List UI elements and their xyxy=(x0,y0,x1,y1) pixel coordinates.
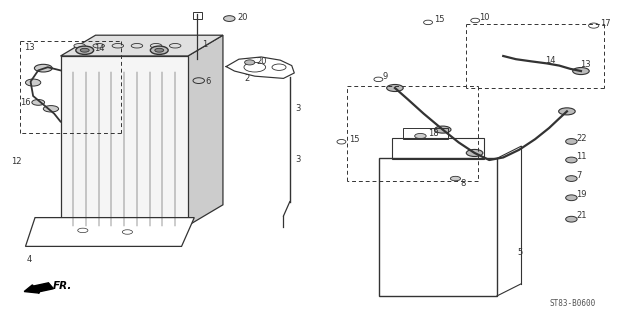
Ellipse shape xyxy=(224,16,235,21)
Text: 14: 14 xyxy=(94,44,104,53)
Ellipse shape xyxy=(245,60,255,65)
Ellipse shape xyxy=(387,84,403,92)
Ellipse shape xyxy=(466,149,483,156)
Text: 10: 10 xyxy=(479,13,489,22)
Bar xyxy=(379,158,497,296)
Text: 2: 2 xyxy=(245,74,250,83)
Ellipse shape xyxy=(76,46,94,54)
Text: 11: 11 xyxy=(576,152,587,161)
Text: 5: 5 xyxy=(517,248,522,257)
Text: 3: 3 xyxy=(295,104,300,113)
Ellipse shape xyxy=(559,108,575,115)
Text: 17: 17 xyxy=(600,19,611,28)
Text: 19: 19 xyxy=(576,190,587,199)
Polygon shape xyxy=(25,218,194,246)
Text: 9: 9 xyxy=(382,72,387,81)
Ellipse shape xyxy=(34,64,52,72)
Text: 13: 13 xyxy=(580,60,590,69)
Ellipse shape xyxy=(566,216,577,222)
Ellipse shape xyxy=(169,44,181,48)
Text: 3: 3 xyxy=(295,156,300,164)
Bar xyxy=(193,12,202,19)
Ellipse shape xyxy=(131,44,143,48)
Ellipse shape xyxy=(450,176,461,181)
Text: 13: 13 xyxy=(24,43,35,52)
Text: 12: 12 xyxy=(11,157,22,166)
Bar xyxy=(392,138,484,159)
Ellipse shape xyxy=(155,48,164,52)
Polygon shape xyxy=(188,35,223,226)
Text: 21: 21 xyxy=(576,212,587,220)
Text: 15: 15 xyxy=(349,135,359,144)
Ellipse shape xyxy=(566,157,577,163)
Ellipse shape xyxy=(566,139,577,144)
Ellipse shape xyxy=(80,48,89,52)
Ellipse shape xyxy=(93,44,104,48)
Text: 16: 16 xyxy=(20,98,31,107)
Text: 4: 4 xyxy=(27,255,32,264)
Text: 8: 8 xyxy=(460,179,465,188)
Text: 15: 15 xyxy=(434,15,445,24)
Ellipse shape xyxy=(566,195,577,201)
Ellipse shape xyxy=(415,133,426,139)
Ellipse shape xyxy=(25,79,41,86)
Ellipse shape xyxy=(566,176,577,181)
FancyArrow shape xyxy=(24,283,54,293)
Text: 20: 20 xyxy=(257,57,267,66)
Ellipse shape xyxy=(32,100,45,105)
Ellipse shape xyxy=(150,44,162,48)
Text: FR.: FR. xyxy=(53,281,72,291)
Ellipse shape xyxy=(434,126,451,133)
Ellipse shape xyxy=(43,106,59,112)
Text: 22: 22 xyxy=(576,134,587,143)
Text: 7: 7 xyxy=(576,171,582,180)
Polygon shape xyxy=(61,35,223,56)
Ellipse shape xyxy=(573,68,589,75)
Ellipse shape xyxy=(193,78,204,84)
Ellipse shape xyxy=(150,46,168,54)
Text: 6: 6 xyxy=(206,77,211,86)
Text: 1: 1 xyxy=(203,40,208,49)
Text: ST83-B0600: ST83-B0600 xyxy=(549,299,596,308)
Bar xyxy=(403,128,448,139)
Ellipse shape xyxy=(74,44,85,48)
Bar xyxy=(61,56,188,226)
Ellipse shape xyxy=(112,44,124,48)
Text: 14: 14 xyxy=(545,56,555,65)
Text: 20: 20 xyxy=(237,13,247,22)
Text: 18: 18 xyxy=(428,129,439,138)
